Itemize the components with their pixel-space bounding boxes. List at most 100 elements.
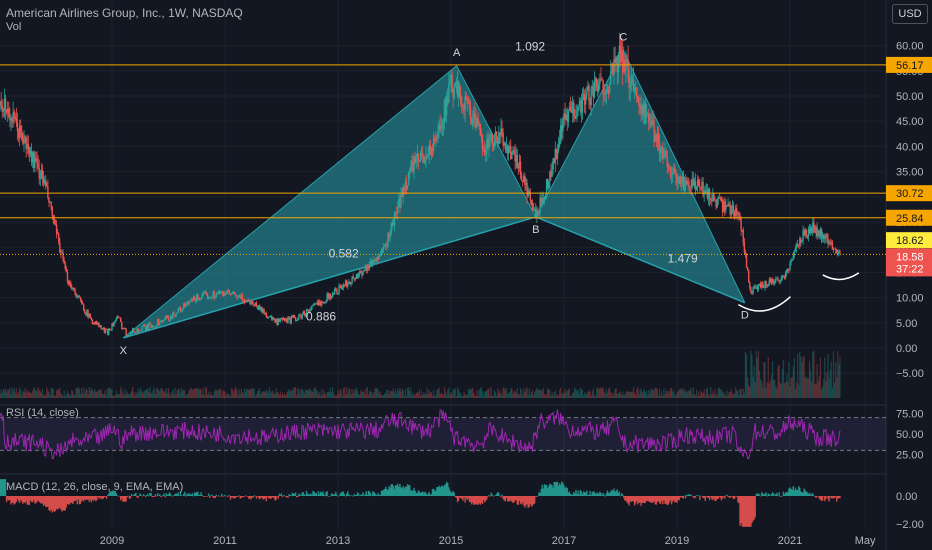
volume-bar: [212, 395, 214, 398]
price-tick-label: 40.00: [896, 141, 924, 153]
volume-bar: [731, 392, 734, 398]
candle-body: [71, 286, 73, 290]
macd-histogram-bar: [782, 491, 785, 496]
macd-histogram-bar: [649, 496, 651, 503]
volume-bar: [233, 392, 235, 398]
volume-bar: [725, 395, 727, 398]
volume-bar: [75, 387, 77, 398]
volume-bar: [742, 388, 744, 398]
macd-histogram-bar: [72, 496, 74, 504]
macd-histogram-bar: [504, 496, 507, 502]
macd-histogram-bar: [368, 491, 371, 496]
candle-body: [301, 314, 303, 319]
candle-body: [728, 203, 730, 206]
volume-bar: [409, 391, 411, 398]
candle-body: [833, 248, 836, 250]
macd-histogram-bar: [713, 496, 715, 499]
volume-bar: [138, 392, 140, 398]
macd-histogram-bar: [465, 496, 467, 499]
volume-bar: [287, 390, 289, 398]
candle-body: [178, 307, 181, 309]
candle-body: [406, 185, 409, 189]
volume-bar: [667, 393, 669, 398]
volume-bar: [462, 395, 464, 398]
volume-bar: [752, 376, 754, 398]
macd-histogram-bar: [151, 496, 153, 498]
macd-histogram-bar: [280, 493, 283, 496]
candle-body: [373, 259, 375, 261]
candle-body: [499, 132, 501, 136]
volume-bar: [557, 395, 560, 398]
candle-body: [660, 150, 662, 154]
candle-body: [160, 320, 162, 322]
candle-body: [251, 300, 253, 304]
candle-body: [676, 177, 678, 184]
macd-histogram-bar: [633, 496, 636, 506]
volume-bar: [827, 354, 829, 398]
candle-body: [428, 144, 430, 155]
macd-histogram-bar: [497, 491, 499, 496]
candle-body: [820, 228, 823, 238]
volume-bar: [124, 388, 126, 398]
macd-histogram-bar: [125, 496, 127, 502]
candle-body: [24, 136, 26, 138]
macd-histogram-bar: [557, 485, 560, 496]
candle-body: [604, 94, 606, 95]
macd-histogram-bar: [386, 489, 388, 496]
candle-body: [214, 296, 216, 299]
candle-body: [417, 153, 420, 162]
volume-bar: [174, 387, 176, 398]
volume-bar: [100, 389, 102, 398]
macd-histogram-bar: [313, 491, 315, 496]
macd-histogram-bar: [505, 496, 508, 498]
candle-body: [26, 143, 28, 149]
macd-tick-label: −2.00: [896, 519, 924, 531]
candle-body: [442, 121, 445, 126]
volume-bar: [311, 390, 313, 398]
macd-histogram-bar: [539, 493, 541, 496]
volume-bar: [486, 390, 488, 398]
volume-bar: [630, 391, 632, 398]
macd-histogram-bar: [766, 495, 768, 497]
macd-histogram-bar: [720, 496, 723, 501]
volume-bar: [378, 393, 380, 398]
macd-histogram-bar: [495, 493, 498, 496]
candle-body: [567, 110, 570, 122]
candle-body: [739, 215, 741, 219]
candle-body: [700, 187, 702, 189]
macd-histogram-bar: [384, 488, 386, 496]
macd-histogram-bar: [90, 496, 93, 503]
volume-bar: [754, 381, 756, 398]
candle-body: [751, 292, 753, 294]
candle-body: [305, 309, 308, 317]
candle-body: [2, 108, 5, 112]
macd-histogram-bar: [723, 496, 725, 497]
macd-histogram-bar: [42, 496, 45, 507]
macd-histogram-bar: [581, 494, 584, 496]
macd-histogram-bar: [499, 495, 501, 497]
macd-histogram-bar: [269, 496, 272, 500]
macd-histogram-bar: [637, 496, 639, 505]
volume-bar: [237, 395, 239, 398]
pattern-point-d: D: [741, 310, 749, 322]
macd-histogram-bar: [422, 491, 424, 496]
volume-bar: [782, 360, 785, 398]
candle-body: [757, 284, 760, 290]
macd-histogram-bar: [443, 484, 446, 496]
volume-bar: [419, 395, 422, 398]
macd-histogram-bar: [231, 496, 234, 498]
currency-button[interactable]: USD: [892, 4, 928, 24]
macd-histogram-bar: [553, 481, 555, 496]
macd-histogram-bar: [88, 496, 90, 502]
candle-body: [289, 318, 291, 324]
macd-histogram-bar: [655, 496, 658, 505]
volume-bar: [83, 388, 85, 398]
macd-histogram-bar: [669, 496, 672, 501]
volume-bar: [184, 390, 186, 398]
candle-body: [343, 284, 346, 286]
volume-bar: [40, 393, 42, 398]
candle-body: [465, 96, 467, 100]
macd-histogram-bar: [603, 494, 605, 496]
macd-histogram-bar: [457, 496, 460, 501]
